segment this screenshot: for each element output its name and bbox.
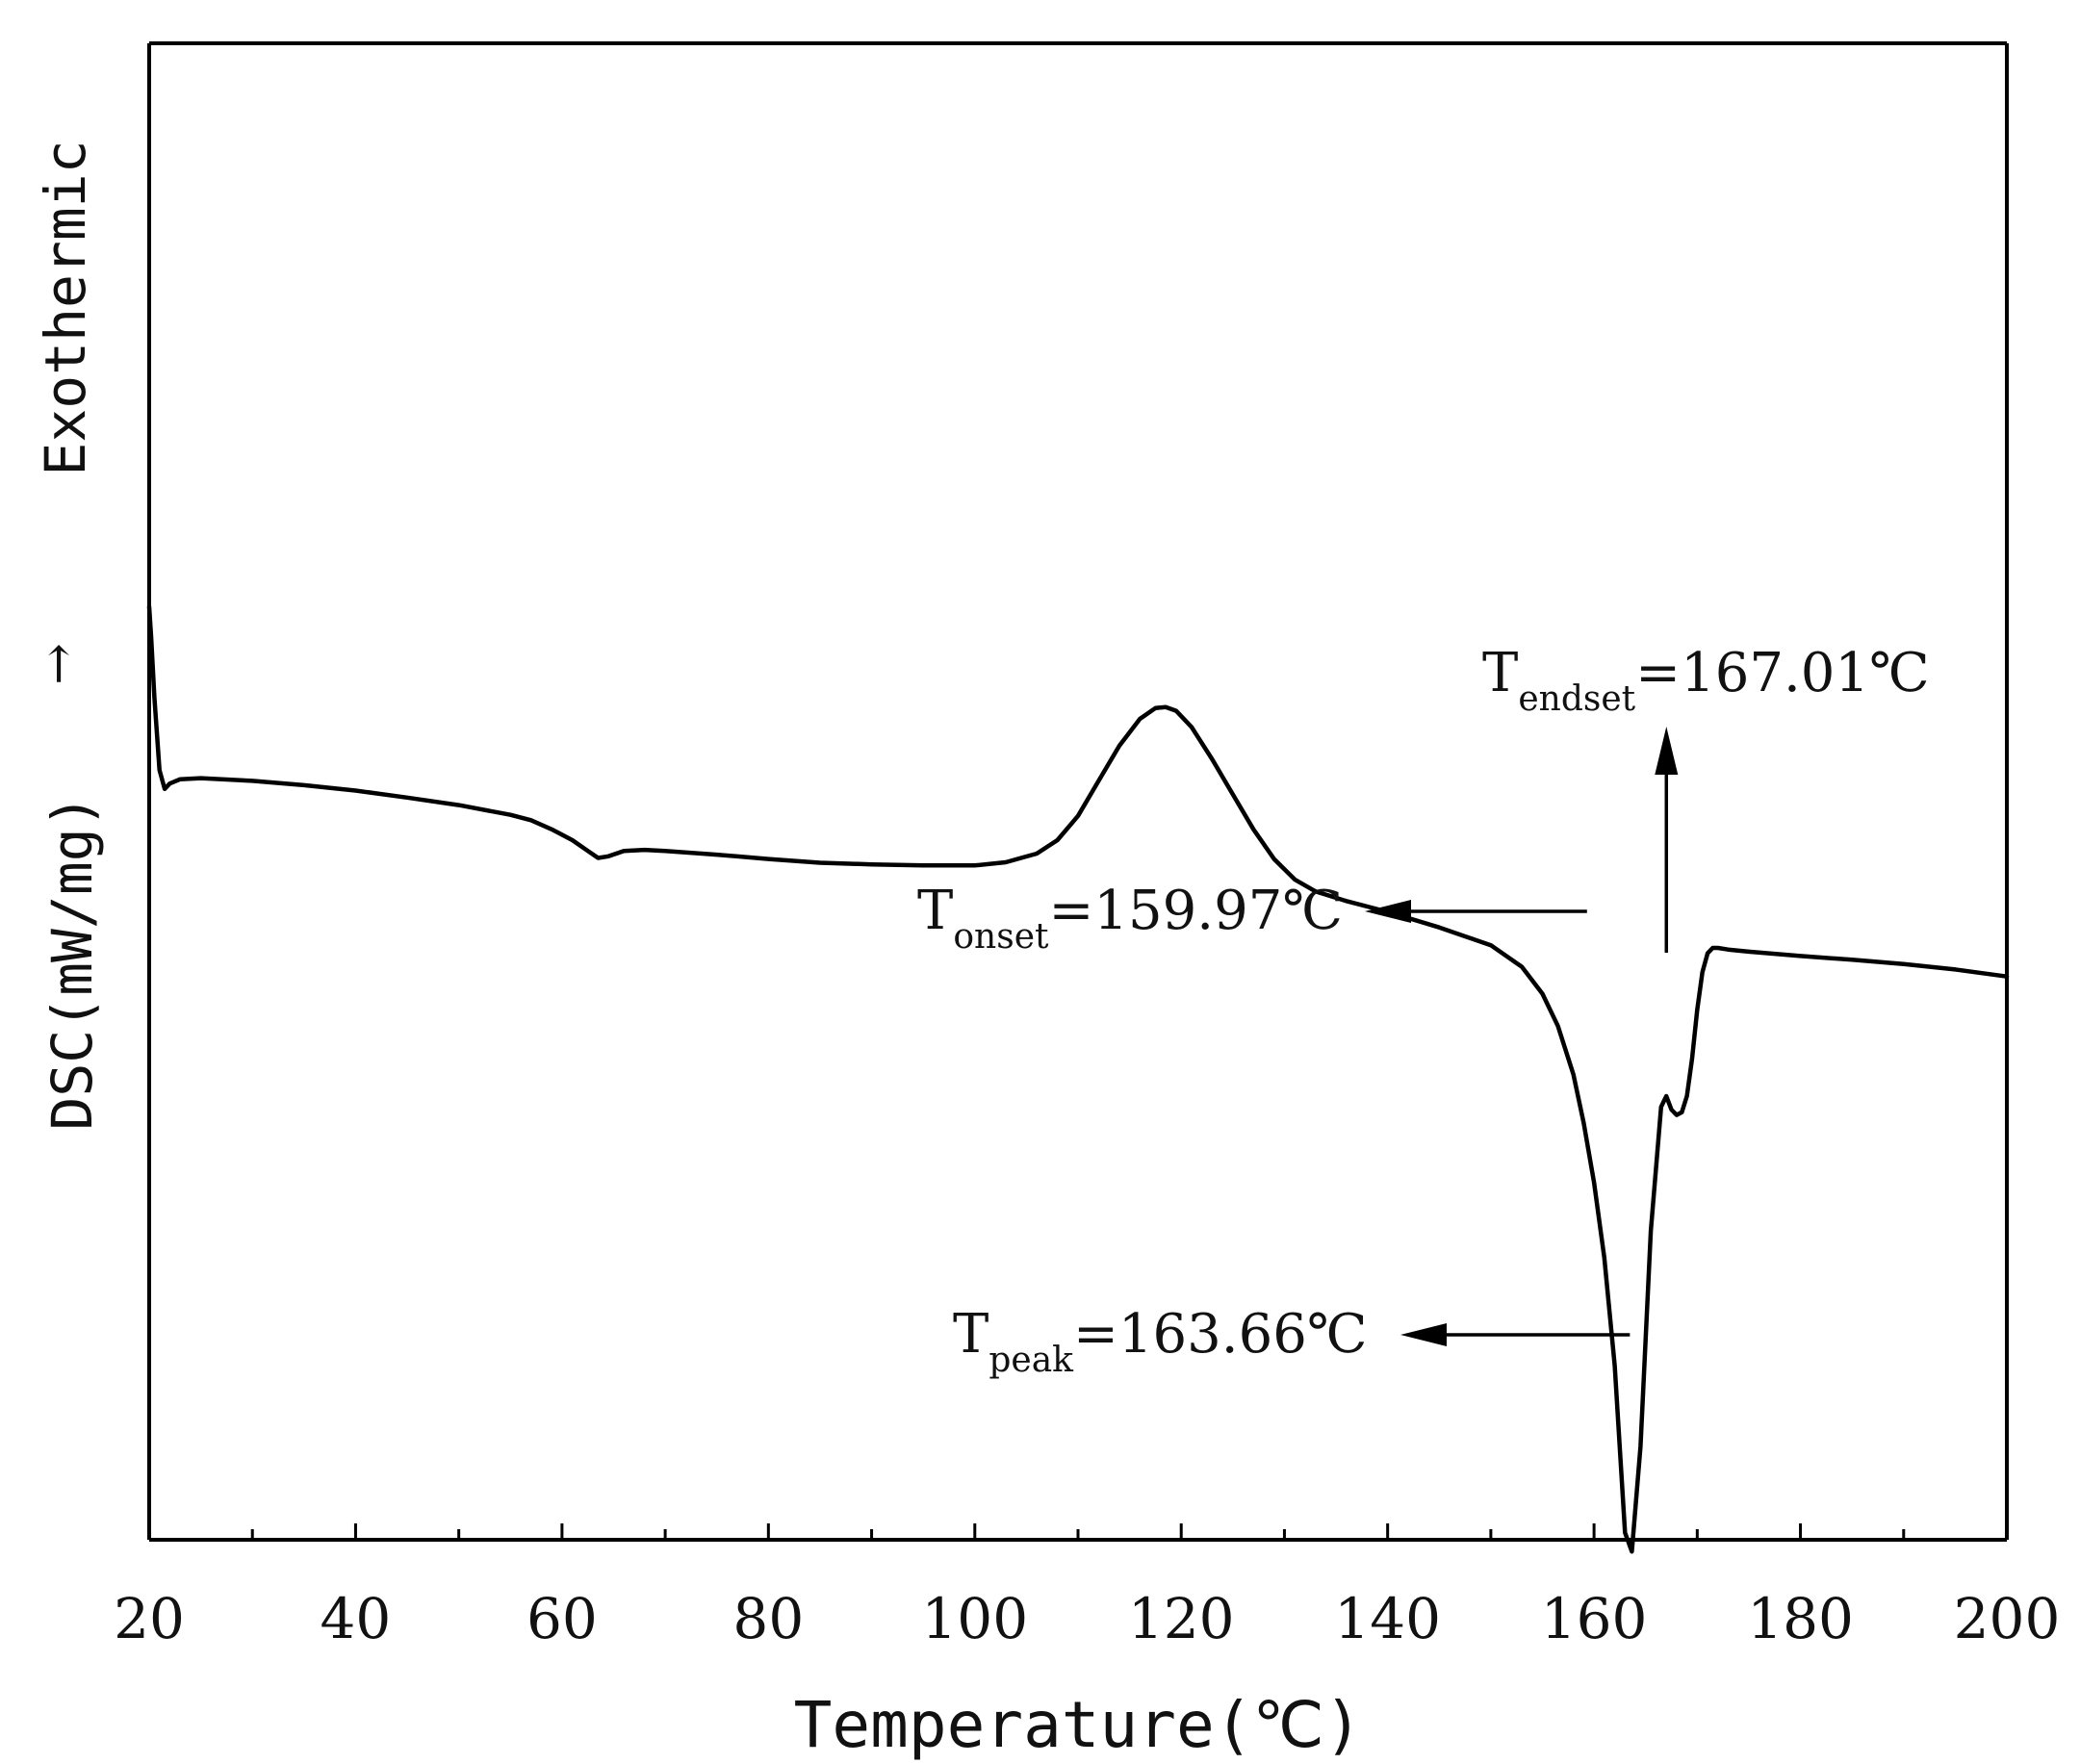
endset-arrow-head (1655, 727, 1679, 775)
x-tick-label: 120 (1128, 1586, 1235, 1651)
annotation-subscript: peak (989, 1341, 1074, 1380)
x-tick-label: 100 (921, 1586, 1028, 1651)
y-axis-label-direction: Exothermic (33, 140, 98, 475)
annotation-symbol: T (953, 1303, 989, 1366)
annotation-value: =163.66℃ (1073, 1303, 1368, 1366)
y-axis-direction-arrow: → (30, 643, 88, 685)
x-ticks (147, 1523, 2009, 1540)
annotation-subscript: onset (953, 917, 1049, 957)
annotation-subscript: endset (1518, 679, 1635, 719)
x-tick-label: 160 (1541, 1586, 1648, 1651)
onset-arrow-head (1365, 900, 1411, 923)
dsc-curve (146, 604, 2010, 1554)
x-tick-label: 20 (114, 1586, 185, 1651)
y-axis-label: DSC(mW/mg) (39, 794, 105, 1130)
x-tick-label: 40 (321, 1586, 392, 1651)
x-tick-label: 80 (732, 1586, 804, 1651)
onset-annotation: Tonset=159.97℃ (917, 880, 1343, 957)
annotation-symbol: T (1482, 642, 1518, 704)
x-tick-label: 200 (1954, 1586, 2061, 1651)
annotation-value: =167.01℃ (1635, 642, 1930, 704)
annotations: Tonset=159.97℃Tpeak=163.66℃Tendset=167.0… (917, 642, 1930, 1380)
annotation-symbol: T (917, 880, 953, 942)
x-tick-label: 180 (1747, 1586, 1854, 1651)
annotation-value: =159.97℃ (1048, 880, 1343, 942)
x-tick-labels: 20 40 60 80 100 120 140 160 180 200 (114, 1586, 2060, 1651)
endset-annotation: Tendset=167.01℃ (1482, 642, 1930, 719)
x-tick-label: 140 (1334, 1586, 1441, 1651)
x-tick-label: 60 (526, 1586, 598, 1651)
x-axis-label: Temperature(℃) (794, 1688, 1363, 1762)
peak-annotation: Tpeak=163.66℃ (953, 1303, 1368, 1380)
peak-arrow-head (1400, 1323, 1447, 1346)
